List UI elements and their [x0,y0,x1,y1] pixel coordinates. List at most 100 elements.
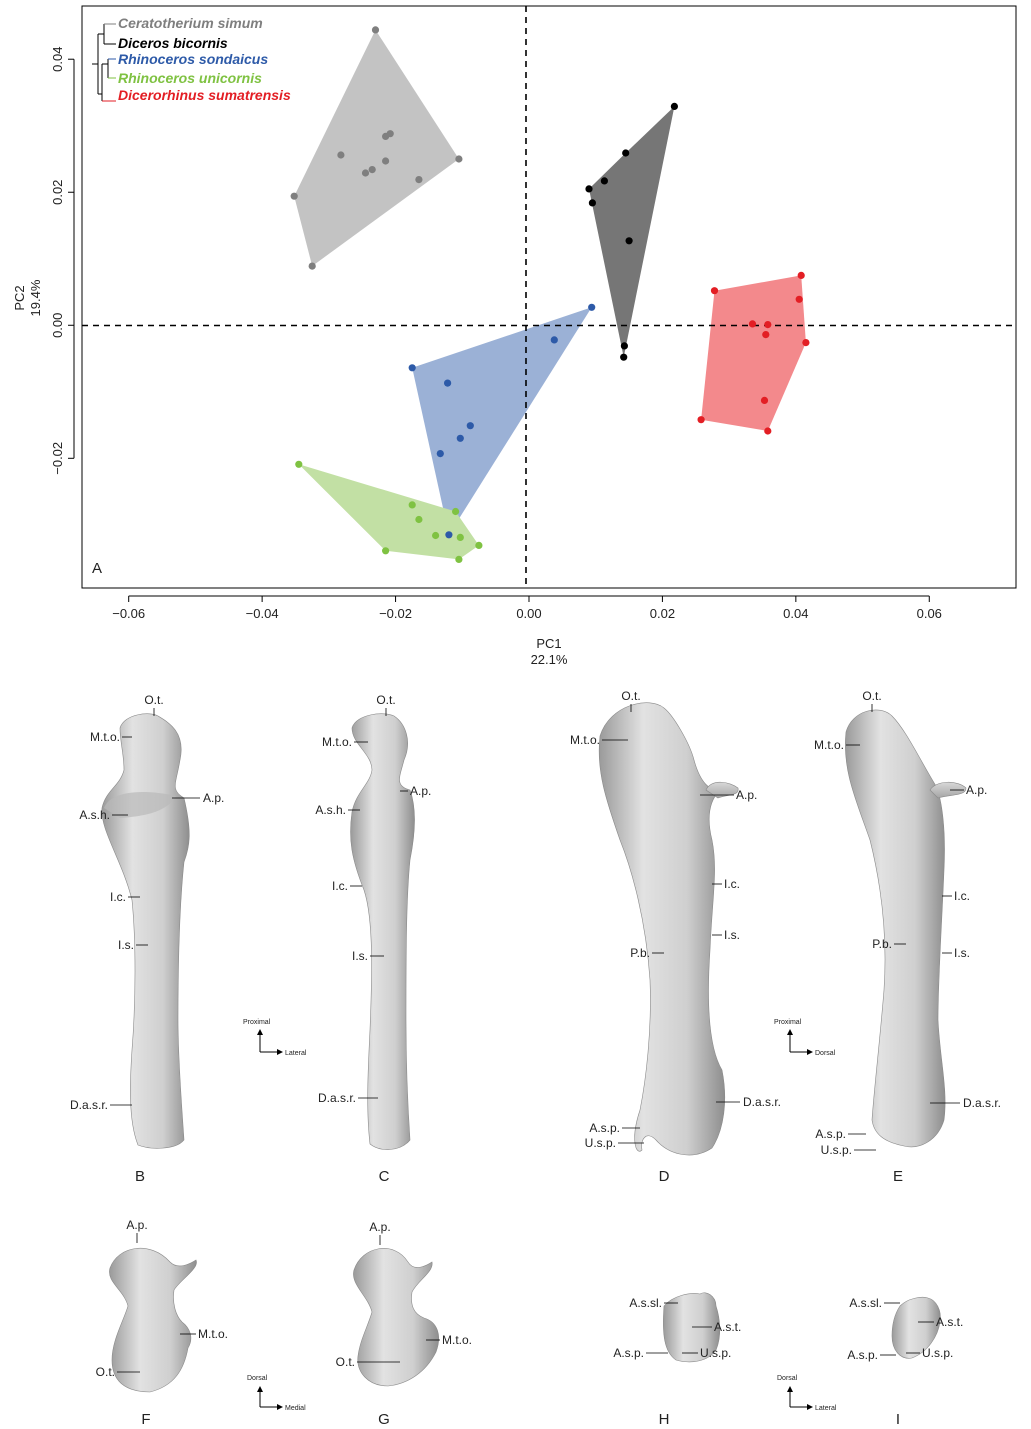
point-series-3-2 [415,515,423,524]
y-axis-percent: 19.4% [28,279,43,316]
label-d-ap: A.p. [736,788,757,802]
plot-frame [81,5,1017,589]
label-b-dasr: D.a.s.r. [70,1098,108,1112]
label-d-mto: M.t.o. [570,733,600,747]
legend-entry-ceratotherium: Ceratotherium simum [118,15,263,31]
label-b-ash: A.s.h. [79,808,110,822]
orient-de-right: Dorsal [815,1050,836,1057]
bone-view-g [353,1248,439,1387]
label-b-ic: I.c. [110,890,126,904]
point-series-0-9 [290,192,298,200]
legend-entry-rhinoceros-unicornis: Rhinoceros unicornis [118,70,262,86]
bone-shape-e [845,709,946,1148]
panel-label-g: G [378,1411,390,1428]
label-b-ap: A.p. [203,791,224,805]
x-axis-label: PC1 [536,636,561,651]
y-axis-label: PC2 [12,285,27,310]
panel-label-h: H [659,1411,670,1428]
label-i-ast: A.s.t. [936,1315,963,1329]
anatomical-labels-b: O.t. M.t.o. A.p. A.s.h. I.c. I.s. D.a.s.… [70,693,224,1185]
label-d-dasr: D.a.s.r. [743,1095,781,1109]
point-series-2-4 [466,422,474,430]
hull-series-1 [589,106,675,358]
label-e-pb: P.b. [872,937,892,951]
panel-label-d: D [659,1168,670,1185]
point-series-1-3 [585,185,593,193]
point-series-3-7 [382,547,390,555]
point-series-0-7 [415,176,423,184]
point-series-0-0 [371,26,380,34]
orient-fg-up: Dorsal [247,1375,268,1382]
bone-shape-b [101,713,190,1149]
bone-view-e [845,709,967,1148]
label-c-mto: M.t.o. [322,735,352,749]
hull-series-0 [294,29,459,267]
bone-view-c [350,713,415,1150]
x-axis-ticks: −0.06 −0.04 −0.02 0.00 0.02 0.04 0.06 [112,595,942,621]
label-h-usp: U.s.p. [700,1346,731,1360]
panel-label-e: E [893,1168,903,1185]
label-i-asp: A.s.p. [847,1348,878,1362]
point-series-4-6 [802,339,810,347]
anatomical-labels-c: O.t. M.t.o. A.p. A.s.h. I.c. I.s. D.a.s.… [315,693,431,1185]
acromion-process-d [705,781,739,799]
orientation-indicator-hi: Dorsal Lateral [777,1375,837,1412]
bone-shape-c [350,713,415,1150]
label-h-ast: A.s.t. [714,1320,741,1334]
point-series-1-2 [600,177,609,185]
label-h-assl: A.s.sl. [629,1296,662,1310]
label-d-usp: U.s.p. [585,1136,616,1150]
label-c-ic: I.c. [332,879,348,893]
orient-bc-right: Lateral [285,1050,307,1057]
point-series-3-6 [475,541,483,550]
panel-label-f: F [141,1411,150,1428]
point-series-2-5 [456,434,464,442]
label-e-is: I.s. [954,946,970,960]
point-series-4-3 [748,320,757,328]
point-series-2-2 [408,364,416,372]
point-series-0-8 [455,155,463,163]
label-c-ap: A.p. [410,784,431,798]
pca-scatter-plot: Ceratotherium simum Diceros bicornis Rhi… [12,5,1017,667]
x-tick-label: −0.02 [379,606,412,621]
label-c-dasr: D.a.s.r. [318,1091,356,1105]
point-series-1-4 [588,199,597,207]
bone-view-h [663,1292,721,1363]
point-series-4-4 [764,321,772,329]
label-b-ot: O.t. [144,693,163,707]
label-d-ot: O.t. [621,689,640,703]
point-series-1-1 [622,149,630,157]
point-series-4-9 [764,427,772,435]
legend-entry-dicerorhinus: Dicerorhinus sumatrensis [118,87,291,103]
leader-lines [110,704,964,1373]
orient-hi-up: Dorsal [777,1375,798,1382]
point-series-3-3 [452,507,460,516]
label-d-is: I.s. [724,928,740,942]
anatomical-labels-f: A.p. M.t.o. O.t. F [96,1218,228,1428]
bone-view-f [109,1247,197,1393]
label-b-mto: M.t.o. [90,730,120,744]
point-series-0-6 [361,169,370,177]
point-series-2-7 [445,531,453,539]
label-e-ap: A.p. [966,783,987,797]
point-series-4-8 [697,416,705,424]
label-d-pb: P.b. [630,946,650,960]
label-e-dasr: D.a.s.r. [963,1096,1001,1110]
orientation-indicator-de: Proximal Dorsal [774,1019,836,1057]
label-e-ot: O.t. [862,689,881,703]
point-series-0-5 [368,166,376,174]
acromion-process-e [929,781,967,799]
label-g-ap: A.p. [369,1220,390,1234]
panel-label-c: C [379,1168,390,1185]
orientation-indicator-bc: Proximal Lateral [243,1019,307,1057]
x-axis-percent: 22.1% [531,652,568,667]
point-series-3-8 [455,555,463,564]
point-series-1-5 [625,237,633,245]
point-series-2-6 [436,450,444,458]
convex-hulls [294,29,806,560]
y-tick-label: 0.04 [50,47,65,72]
label-d-asp: A.s.p. [589,1121,620,1135]
label-e-usp: U.s.p. [821,1143,852,1157]
legend-cladogram [92,23,116,102]
